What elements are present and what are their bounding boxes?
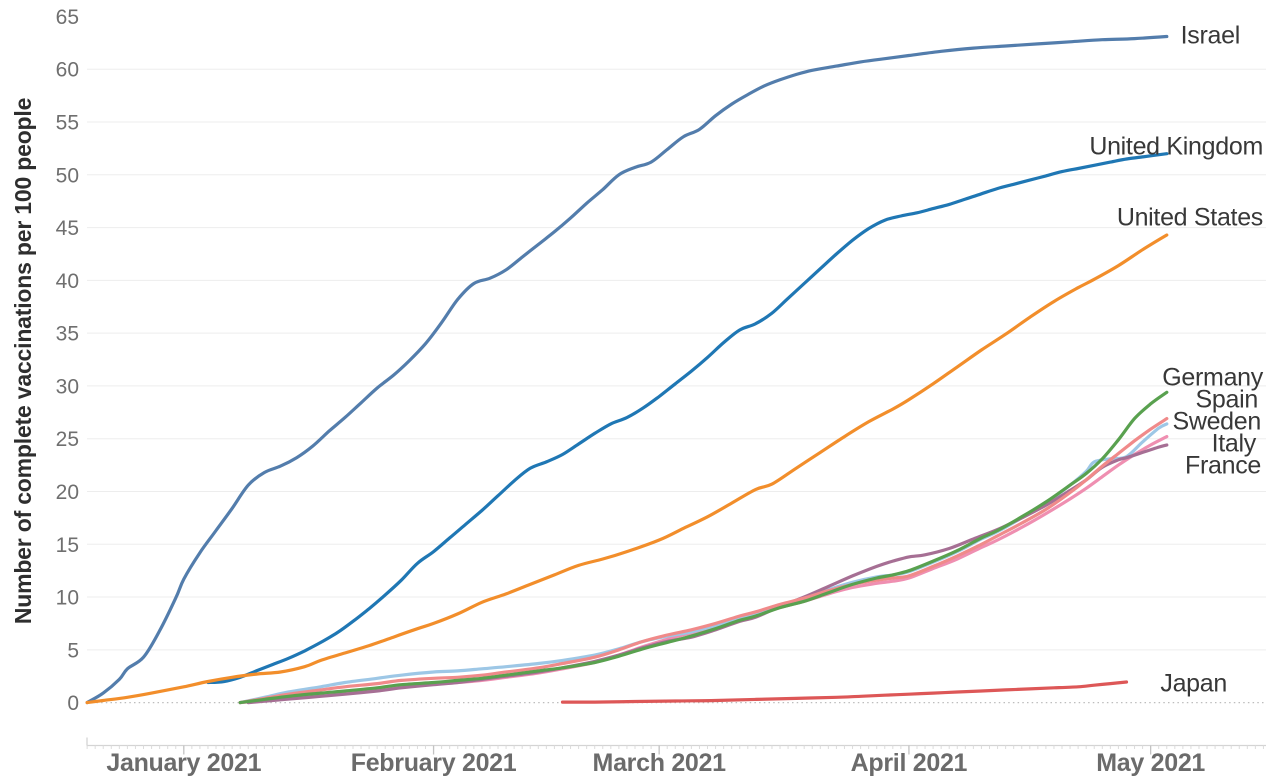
- y-tick-label: 25: [56, 428, 79, 451]
- series-label-sweden: Sweden: [1172, 408, 1261, 436]
- y-tick-label: 30: [56, 375, 79, 398]
- series-label-united-states: United States: [1117, 204, 1263, 232]
- series-label-japan: Japan: [1160, 670, 1227, 698]
- series-line-italy: [238, 435, 1169, 705]
- series-line-united-kingdom: [206, 152, 1169, 685]
- series-label-spain: Spain: [1196, 386, 1258, 414]
- series-lines-group: [85, 34, 1169, 705]
- month-label: January 2021: [106, 749, 261, 777]
- y-axis-title: Number of complete vaccinations per 100 …: [10, 98, 36, 624]
- y-tick-label: 55: [56, 112, 79, 135]
- series-line-france: [246, 443, 1169, 705]
- y-tick-label: 45: [56, 217, 79, 240]
- y-tick-label: 10: [56, 587, 79, 610]
- series-line-sweden: [238, 422, 1169, 705]
- y-tick-labels-group: 0 5 10 15 20 25 30 35 40 45 50 55 60 65: [56, 6, 79, 715]
- y-tick-label: 35: [56, 323, 79, 346]
- series-label-italy: Italy: [1212, 430, 1257, 458]
- y-tick-label: 50: [56, 164, 79, 187]
- series-labels-group: Israel United Kingdom United States ItalySw…: [1089, 22, 1264, 698]
- series-line-spain: [238, 417, 1169, 705]
- month-label: February 2021: [351, 749, 517, 777]
- series-line-germany: [238, 390, 1169, 705]
- y-tick-label: 40: [56, 270, 79, 293]
- y-tick-label: 65: [56, 6, 79, 29]
- y-tick-label: 20: [56, 481, 79, 504]
- series-line-israel: [85, 34, 1169, 705]
- series-label-united-kingdom: United Kingdom: [1089, 133, 1263, 161]
- y-tick-label: 5: [67, 639, 79, 662]
- x-axis-group: January 2021 February 2021 March 2021 April…: [86, 737, 1266, 777]
- series-line-united-states: [85, 233, 1169, 705]
- series-label-israel: Israel: [1181, 22, 1240, 50]
- y-tick-label: 0: [67, 692, 79, 715]
- y-tick-label: 60: [56, 59, 79, 82]
- month-label: April 2021: [851, 749, 968, 777]
- y-tick-label: 15: [56, 534, 79, 557]
- month-label: March 2021: [593, 749, 727, 777]
- series-label-france: France: [1185, 452, 1261, 480]
- series-label-germany: Germany: [1162, 364, 1264, 392]
- series-line-japan: [560, 680, 1129, 704]
- month-label: May 2021: [1096, 749, 1205, 777]
- gridlines-group: [87, 68, 1266, 704]
